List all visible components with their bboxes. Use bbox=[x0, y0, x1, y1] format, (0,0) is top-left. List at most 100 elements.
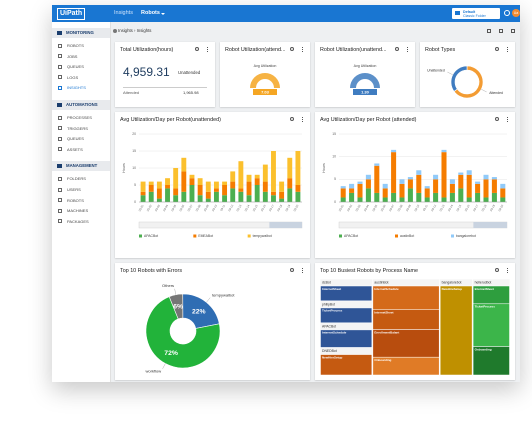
y-tick-label: 20 bbox=[132, 132, 136, 136]
item-icon bbox=[58, 64, 62, 69]
card-title: Top 10 Busiest Robots by Process Name bbox=[320, 268, 418, 274]
bar bbox=[391, 152, 397, 193]
x-tick-label: 03-06 bbox=[178, 203, 185, 212]
help-icon[interactable] bbox=[504, 10, 510, 16]
sidebar-item[interactable]: ROBOTS bbox=[52, 196, 110, 205]
gauge-value: 1.30 bbox=[361, 89, 370, 94]
chart: dcBot InternetSheet philipBot TicketProcess… bbox=[319, 278, 511, 376]
menu-icon[interactable] bbox=[507, 47, 509, 52]
item-icon bbox=[58, 219, 62, 224]
bar bbox=[382, 188, 388, 198]
sidebar-item[interactable]: PACKAGES bbox=[52, 217, 110, 226]
robot-label: austinBot bbox=[374, 280, 388, 284]
menu-icon[interactable] bbox=[302, 268, 304, 273]
slice-label: tempywalbot bbox=[212, 292, 235, 297]
menu-icon[interactable] bbox=[407, 47, 409, 52]
sidebar-item[interactable]: ASSETS bbox=[52, 145, 110, 154]
robot-label: DNEDBot bbox=[322, 349, 337, 353]
gauge: Avg Utilization 1.30 bbox=[350, 64, 380, 95]
menu-icon[interactable] bbox=[507, 268, 509, 273]
bar bbox=[458, 172, 464, 175]
bar bbox=[238, 188, 244, 192]
x-tick-label: 03-12 bbox=[430, 203, 437, 212]
sidebar-item[interactable]: PROCESSES bbox=[52, 113, 110, 122]
info-icon[interactable] bbox=[395, 47, 399, 51]
bar bbox=[491, 192, 497, 202]
item-label: USERS bbox=[67, 187, 81, 192]
nav-link[interactable]: Insights bbox=[114, 10, 133, 16]
more-icon[interactable] bbox=[499, 29, 503, 33]
bar bbox=[441, 197, 447, 202]
bar bbox=[205, 191, 211, 199]
bar bbox=[197, 178, 203, 185]
bar bbox=[357, 197, 363, 202]
logo[interactable]: UiPath bbox=[57, 8, 86, 20]
bar bbox=[140, 195, 146, 202]
nav-link[interactable]: Robots bbox=[141, 10, 160, 16]
menu-icon[interactable] bbox=[507, 117, 509, 122]
bar bbox=[475, 181, 481, 184]
sidebar-section[interactable]: MONITORING bbox=[52, 28, 110, 38]
item-label: PACKAGES bbox=[67, 218, 89, 224]
sidebar-item[interactable]: FOLDERS bbox=[52, 174, 110, 183]
info-icon[interactable] bbox=[290, 268, 294, 272]
sidebar-item[interactable]: INSIGHTS bbox=[52, 83, 110, 92]
bar bbox=[374, 192, 380, 202]
gauge-arc bbox=[350, 73, 380, 88]
slice-label: Attended bbox=[489, 91, 503, 95]
gauge-card: Avg Utilization 1.30 Robot Utilization(un… bbox=[315, 42, 415, 107]
item-label: QUEUES bbox=[67, 136, 84, 142]
top-bar: UiPath Insights Robots Default Classic F… bbox=[52, 5, 520, 22]
bar bbox=[458, 174, 464, 189]
bar bbox=[287, 178, 293, 189]
sidebar-section[interactable]: AUTOMATIONS bbox=[52, 100, 110, 110]
bar bbox=[416, 170, 422, 175]
item-label: JOBS bbox=[67, 53, 78, 59]
bar bbox=[279, 181, 285, 192]
sidebar-item[interactable]: JOBS bbox=[52, 52, 110, 61]
info-icon[interactable] bbox=[290, 47, 294, 51]
item-label: QUEUES bbox=[67, 64, 84, 70]
info-icon[interactable] bbox=[495, 268, 499, 272]
item-label: INSIGHTS bbox=[67, 85, 86, 91]
avatar[interactable]: Ua bbox=[512, 9, 520, 17]
sidebar-item[interactable]: LOGS bbox=[52, 73, 110, 82]
treemap-cell bbox=[439, 285, 473, 376]
menu-icon[interactable] bbox=[207, 47, 209, 52]
bar bbox=[238, 161, 244, 189]
sidebar-item[interactable]: ROBOTS bbox=[52, 41, 110, 50]
filter-icon[interactable] bbox=[511, 29, 515, 33]
kpi-value: 4,959.31 bbox=[123, 65, 170, 79]
sidebar-item[interactable]: QUEUES bbox=[52, 134, 110, 143]
folder-type: Classic Folder bbox=[463, 13, 486, 18]
x-tick-label: 03-13 bbox=[438, 203, 445, 212]
menu-icon[interactable] bbox=[302, 117, 304, 122]
info-icon[interactable] bbox=[495, 117, 499, 121]
bar bbox=[230, 188, 236, 202]
y-tick-label: 10 bbox=[132, 166, 136, 170]
x-tick-label: 03-12 bbox=[227, 203, 234, 212]
sidebar-item[interactable]: MACHINES bbox=[52, 206, 110, 215]
info-icon[interactable] bbox=[195, 47, 199, 51]
y-axis-label: Hours bbox=[322, 163, 326, 173]
x-tick-label: 03-10 bbox=[413, 203, 420, 212]
x-tick-label: 03-05 bbox=[371, 203, 378, 212]
sidebar-item[interactable]: USERS bbox=[52, 185, 110, 194]
sidebar-item[interactable]: QUEUES bbox=[52, 62, 110, 71]
info-icon[interactable] bbox=[495, 47, 499, 51]
sidebar-section[interactable]: MANAGEMENT bbox=[52, 161, 110, 172]
sidebar-item[interactable]: TRIGGERS bbox=[52, 124, 110, 133]
bar bbox=[165, 178, 170, 185]
folder-selector[interactable]: Default Classic Folder bbox=[452, 8, 500, 19]
bar bbox=[340, 197, 346, 202]
x-tick-label: 03-01 bbox=[138, 203, 145, 212]
chart: Attended Unattended bbox=[427, 65, 503, 99]
menu-icon[interactable] bbox=[302, 47, 304, 52]
x-tick-label: 03-17 bbox=[472, 203, 479, 212]
info-icon[interactable] bbox=[290, 117, 294, 121]
bar bbox=[349, 192, 355, 202]
leader-line bbox=[206, 297, 211, 303]
treemap-cell bbox=[372, 356, 440, 376]
legend-swatch bbox=[139, 234, 142, 238]
edit-icon[interactable] bbox=[487, 29, 491, 33]
